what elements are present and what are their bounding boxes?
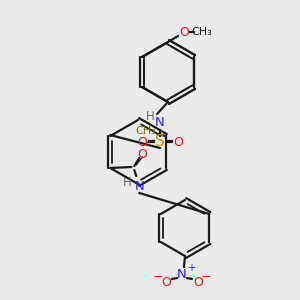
Text: H: H xyxy=(123,176,132,190)
Text: O: O xyxy=(137,136,147,148)
Text: N: N xyxy=(177,268,187,281)
Text: N: N xyxy=(134,179,144,193)
Text: CH₃: CH₃ xyxy=(135,126,156,136)
Text: O: O xyxy=(179,26,189,38)
Text: −: − xyxy=(201,271,211,284)
Text: −: − xyxy=(153,271,163,284)
Text: CH₃: CH₃ xyxy=(192,27,212,37)
Text: +: + xyxy=(187,263,195,273)
Text: O: O xyxy=(161,275,171,289)
Text: N: N xyxy=(155,116,165,128)
Text: O: O xyxy=(137,148,147,160)
Text: O: O xyxy=(193,275,203,289)
Text: S: S xyxy=(155,134,165,149)
Text: H: H xyxy=(146,110,154,124)
Text: O: O xyxy=(173,136,183,148)
